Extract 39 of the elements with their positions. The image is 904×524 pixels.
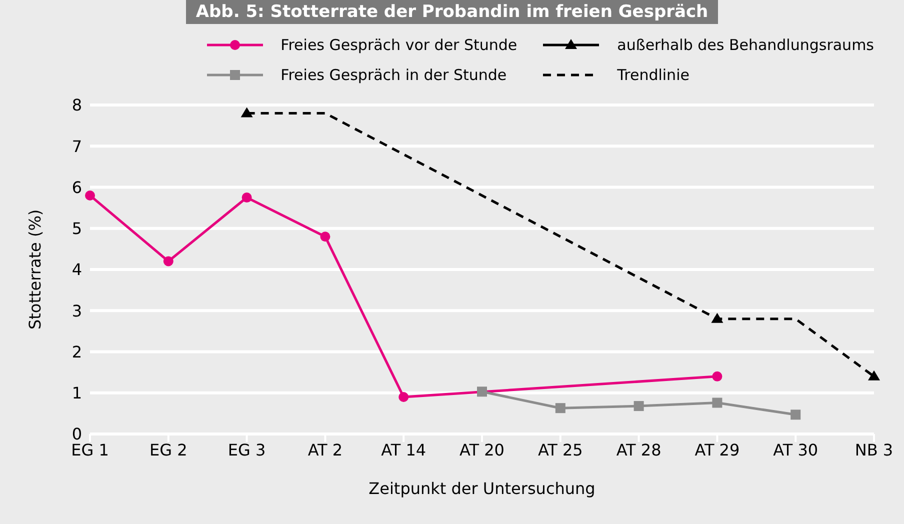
point: [711, 312, 724, 323]
y-axis-title: Stotterrate (%): [26, 209, 45, 330]
y-tick-label: 3: [72, 301, 82, 320]
y-tick-label: 5: [72, 219, 82, 238]
x-tick-label: EG 3: [228, 440, 266, 460]
point: [634, 401, 644, 412]
point: [320, 232, 330, 242]
point: [712, 398, 722, 408]
y-tick-label: 7: [72, 136, 82, 156]
y-tick-label: 8: [72, 96, 82, 115]
y-tick-label: 4: [72, 260, 82, 280]
x-tick-label: AT 29: [694, 440, 740, 460]
point: [240, 107, 253, 118]
x-tick-label: AT 14: [381, 440, 426, 460]
y-tick-label: 2: [72, 342, 82, 362]
chart-title: Abb. 5: Stotterrate der Probandin im freien Gespräch: [186, 0, 718, 24]
x-tick-label: AT 25: [538, 440, 583, 460]
point: [242, 192, 252, 203]
point: [790, 410, 801, 420]
x-tick-label: AT 28: [616, 440, 662, 460]
y-tick-label: 1: [72, 384, 82, 403]
x-tick-label: AT 30: [773, 440, 818, 460]
x-tick-label: EG 2: [150, 440, 188, 460]
point: [868, 370, 880, 380]
point: [555, 403, 566, 414]
x-axis-title: Zeitpunkt der Untersuchung: [368, 479, 596, 498]
x-tick-label: NB 3: [854, 440, 894, 460]
x-tick-label: AT 2: [308, 440, 343, 460]
legend-label: außerhalb des Behandlungsraums: [617, 36, 874, 54]
legend-label: Freies Gespräch vor der Stunde: [280, 36, 518, 54]
point: [163, 256, 174, 266]
point: [85, 190, 95, 200]
legend-label: Trendlinie: [617, 66, 690, 84]
point: [712, 371, 722, 382]
legend-label: Freies Gespräch in der Stunde: [280, 66, 507, 84]
point: [477, 386, 487, 397]
x-tick-label: AT 20: [460, 440, 504, 460]
y-tick-label: 6: [72, 178, 82, 197]
point: [398, 392, 409, 402]
